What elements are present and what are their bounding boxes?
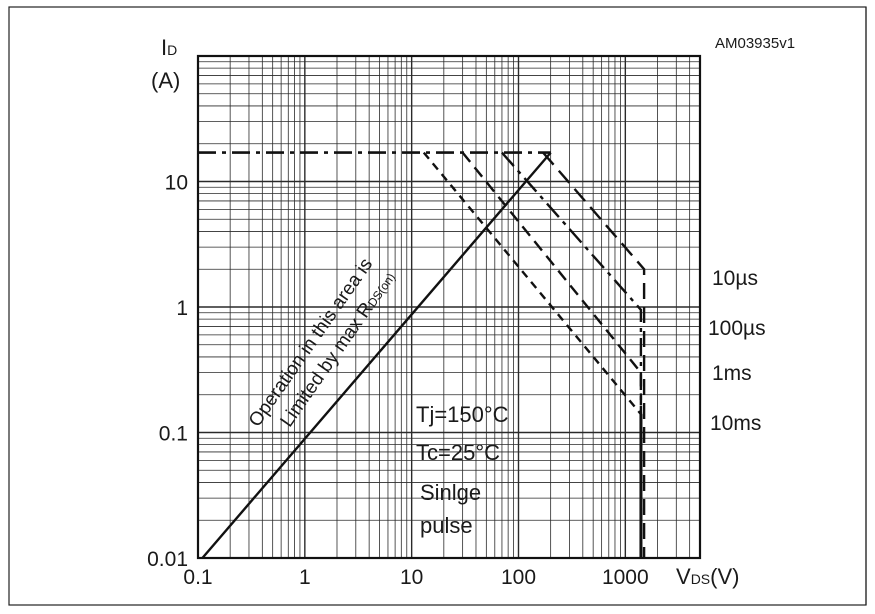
annotation-tc: Tc=25°C	[416, 440, 500, 465]
y-tick-label: 0.1	[159, 423, 188, 446]
y-axis-title-main: I	[161, 35, 167, 60]
x-axis-title: VDS(V)	[676, 564, 739, 589]
series-label-1ms: 1ms	[712, 362, 752, 385]
annotation-tj: Tj=150°C	[416, 402, 509, 427]
y-tick-label: 10	[165, 172, 188, 195]
y-axis-title-sub: D	[167, 42, 177, 58]
x-axis-title-main: V	[676, 564, 691, 589]
x-tick-label: 1000	[602, 566, 649, 589]
rdson-limit-line	[201, 151, 552, 559]
series-label-10us: 10µs	[712, 267, 758, 290]
x-tick-label: 1	[299, 566, 311, 589]
x-axis-title-sub: DS	[691, 571, 710, 587]
x-axis-title-unit: (V)	[710, 564, 739, 589]
annotation-pulse-line1: Sinlge	[420, 480, 481, 505]
x-tick-label: 100	[501, 566, 536, 589]
series-label-100us: 100µs	[708, 317, 766, 340]
series-lines	[198, 151, 646, 559]
series-line-1ms	[461, 151, 643, 558]
series-label-10ms: 10ms	[710, 412, 761, 435]
y-tick-label: 0.01	[147, 548, 188, 571]
grid	[197, 56, 701, 559]
series-line-10us	[542, 151, 646, 558]
plot-frame	[196, 54, 702, 560]
annotation-pulse-line2: pulse	[420, 513, 473, 538]
y-axis-unit: (A)	[151, 68, 180, 93]
x-tick-label: 0.1	[183, 566, 212, 589]
y-axis-title: ID	[161, 35, 177, 60]
x-tick-label: 10	[400, 566, 423, 589]
y-tick-label: 1	[176, 297, 188, 320]
figure-code: AM03935v1	[715, 35, 795, 52]
